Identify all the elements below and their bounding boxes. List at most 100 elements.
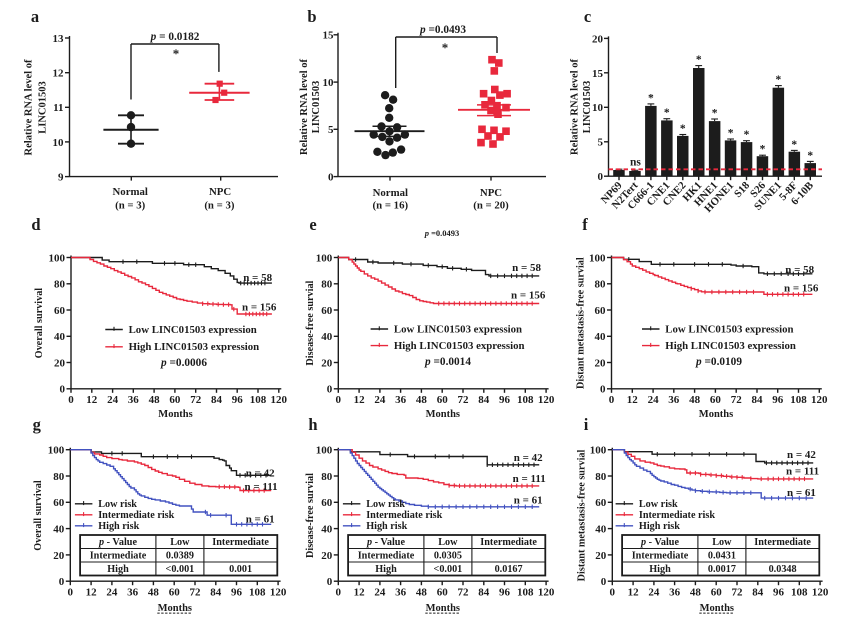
svg-text:5: 5 bbox=[598, 137, 604, 149]
svg-text:Overall survival: Overall survival bbox=[33, 480, 44, 551]
svg-text:24: 24 bbox=[374, 394, 386, 406]
svg-text:100: 100 bbox=[589, 252, 606, 264]
svg-text:(n = 3): (n = 3) bbox=[115, 199, 146, 211]
svg-text:*: * bbox=[744, 129, 750, 141]
svg-text:15: 15 bbox=[323, 30, 335, 42]
svg-text:72: 72 bbox=[458, 587, 470, 599]
svg-text:p - Value: p - Value bbox=[98, 537, 137, 548]
svg-text:Months: Months bbox=[426, 409, 460, 420]
svg-text:15: 15 bbox=[592, 68, 604, 80]
svg-text:100: 100 bbox=[48, 445, 65, 457]
svg-text:60: 60 bbox=[54, 305, 66, 317]
svg-text:Normal: Normal bbox=[113, 186, 148, 198]
svg-text:100: 100 bbox=[590, 445, 607, 457]
svg-text:<0.001: <0.001 bbox=[434, 564, 463, 575]
svg-text:0: 0 bbox=[68, 394, 74, 406]
svg-text:80: 80 bbox=[595, 279, 607, 291]
svg-text:<0.001: <0.001 bbox=[166, 564, 195, 575]
svg-text:12: 12 bbox=[354, 394, 366, 406]
svg-text:g: g bbox=[33, 415, 42, 434]
svg-text:*: * bbox=[680, 123, 686, 135]
svg-text:48: 48 bbox=[689, 394, 701, 406]
svg-text:0: 0 bbox=[327, 576, 333, 588]
svg-text:20: 20 bbox=[595, 550, 607, 562]
svg-text:120: 120 bbox=[538, 394, 555, 406]
svg-text:20: 20 bbox=[321, 357, 333, 369]
svg-text:40: 40 bbox=[595, 524, 607, 536]
svg-text:NPC: NPC bbox=[480, 187, 502, 199]
svg-text:*: * bbox=[442, 40, 449, 55]
svg-text:120: 120 bbox=[271, 394, 288, 406]
svg-text:24: 24 bbox=[648, 587, 660, 599]
svg-text:120: 120 bbox=[812, 587, 829, 599]
svg-text:72: 72 bbox=[190, 394, 202, 406]
svg-text:24: 24 bbox=[374, 587, 386, 599]
svg-text:24: 24 bbox=[106, 587, 118, 599]
svg-text:20: 20 bbox=[54, 357, 66, 369]
svg-text:20: 20 bbox=[53, 550, 65, 562]
svg-text:0.001: 0.001 bbox=[229, 564, 252, 575]
svg-text:High risk: High risk bbox=[98, 521, 139, 532]
svg-text:Low LINC01503 expression: Low LINC01503 expression bbox=[665, 323, 793, 335]
svg-text:LINC01503: LINC01503 bbox=[38, 81, 49, 134]
svg-text:p =0.0493: p =0.0493 bbox=[424, 228, 460, 238]
svg-text:12: 12 bbox=[628, 587, 640, 599]
svg-text:10: 10 bbox=[323, 77, 335, 89]
svg-text:n = 58: n = 58 bbox=[512, 262, 541, 274]
svg-text:0: 0 bbox=[328, 172, 334, 184]
svg-text:n = 42: n = 42 bbox=[787, 449, 816, 461]
svg-text:96: 96 bbox=[772, 394, 784, 406]
svg-text:f: f bbox=[582, 215, 588, 234]
svg-text:0: 0 bbox=[68, 587, 74, 599]
svg-text:60: 60 bbox=[710, 394, 722, 406]
svg-text:Intermediate: Intermediate bbox=[632, 551, 689, 562]
svg-text:108: 108 bbox=[517, 394, 534, 406]
svg-text:84: 84 bbox=[210, 587, 222, 599]
svg-text:Intermediate: Intermediate bbox=[212, 537, 269, 548]
svg-text:h: h bbox=[308, 415, 317, 434]
svg-text:60: 60 bbox=[321, 305, 333, 317]
svg-text:High: High bbox=[107, 564, 129, 575]
svg-text:48: 48 bbox=[416, 394, 428, 406]
svg-text:60: 60 bbox=[53, 497, 65, 509]
svg-text:40: 40 bbox=[321, 524, 333, 536]
svg-text:Low: Low bbox=[712, 537, 732, 548]
svg-text:*: * bbox=[728, 128, 734, 140]
svg-text:(n = 20): (n = 20) bbox=[473, 199, 509, 211]
svg-text:Months: Months bbox=[426, 603, 460, 614]
svg-text:10: 10 bbox=[592, 102, 604, 114]
svg-text:84: 84 bbox=[211, 394, 223, 406]
svg-text:84: 84 bbox=[752, 394, 764, 406]
svg-text:108: 108 bbox=[250, 394, 267, 406]
svg-text:0: 0 bbox=[609, 394, 615, 406]
svg-text:0: 0 bbox=[60, 384, 66, 396]
svg-text:n = 156: n = 156 bbox=[242, 302, 277, 314]
svg-text:*: * bbox=[173, 46, 180, 61]
svg-text:ns: ns bbox=[630, 156, 641, 168]
svg-text:96: 96 bbox=[499, 587, 511, 599]
svg-text:40: 40 bbox=[54, 331, 66, 343]
svg-text:60: 60 bbox=[169, 587, 181, 599]
svg-text:0.0348: 0.0348 bbox=[769, 564, 797, 575]
svg-text:(n = 3): (n = 3) bbox=[204, 199, 235, 211]
svg-text:10: 10 bbox=[53, 137, 65, 149]
svg-text:48: 48 bbox=[148, 587, 160, 599]
svg-text:36: 36 bbox=[128, 394, 140, 406]
svg-text:60: 60 bbox=[711, 587, 723, 599]
svg-text:120: 120 bbox=[270, 587, 287, 599]
svg-text:p =0.0006: p =0.0006 bbox=[160, 357, 207, 369]
svg-text:0.0305: 0.0305 bbox=[434, 551, 462, 562]
svg-text:72: 72 bbox=[458, 394, 470, 406]
svg-text:p - Value: p - Value bbox=[366, 537, 405, 548]
svg-text:High: High bbox=[375, 564, 397, 575]
svg-text:0: 0 bbox=[610, 587, 616, 599]
svg-text:*: * bbox=[776, 74, 782, 86]
svg-text:40: 40 bbox=[595, 331, 607, 343]
svg-text:High LINC01503 expression: High LINC01503 expression bbox=[129, 341, 260, 353]
svg-text:p = 0.0182: p = 0.0182 bbox=[150, 31, 200, 43]
svg-text:Intermediate: Intermediate bbox=[90, 551, 147, 562]
svg-text:n = 111: n = 111 bbox=[513, 473, 546, 485]
svg-text:p =0.0493: p =0.0493 bbox=[419, 24, 466, 36]
svg-text:60: 60 bbox=[169, 394, 181, 406]
svg-text:100: 100 bbox=[316, 252, 333, 264]
